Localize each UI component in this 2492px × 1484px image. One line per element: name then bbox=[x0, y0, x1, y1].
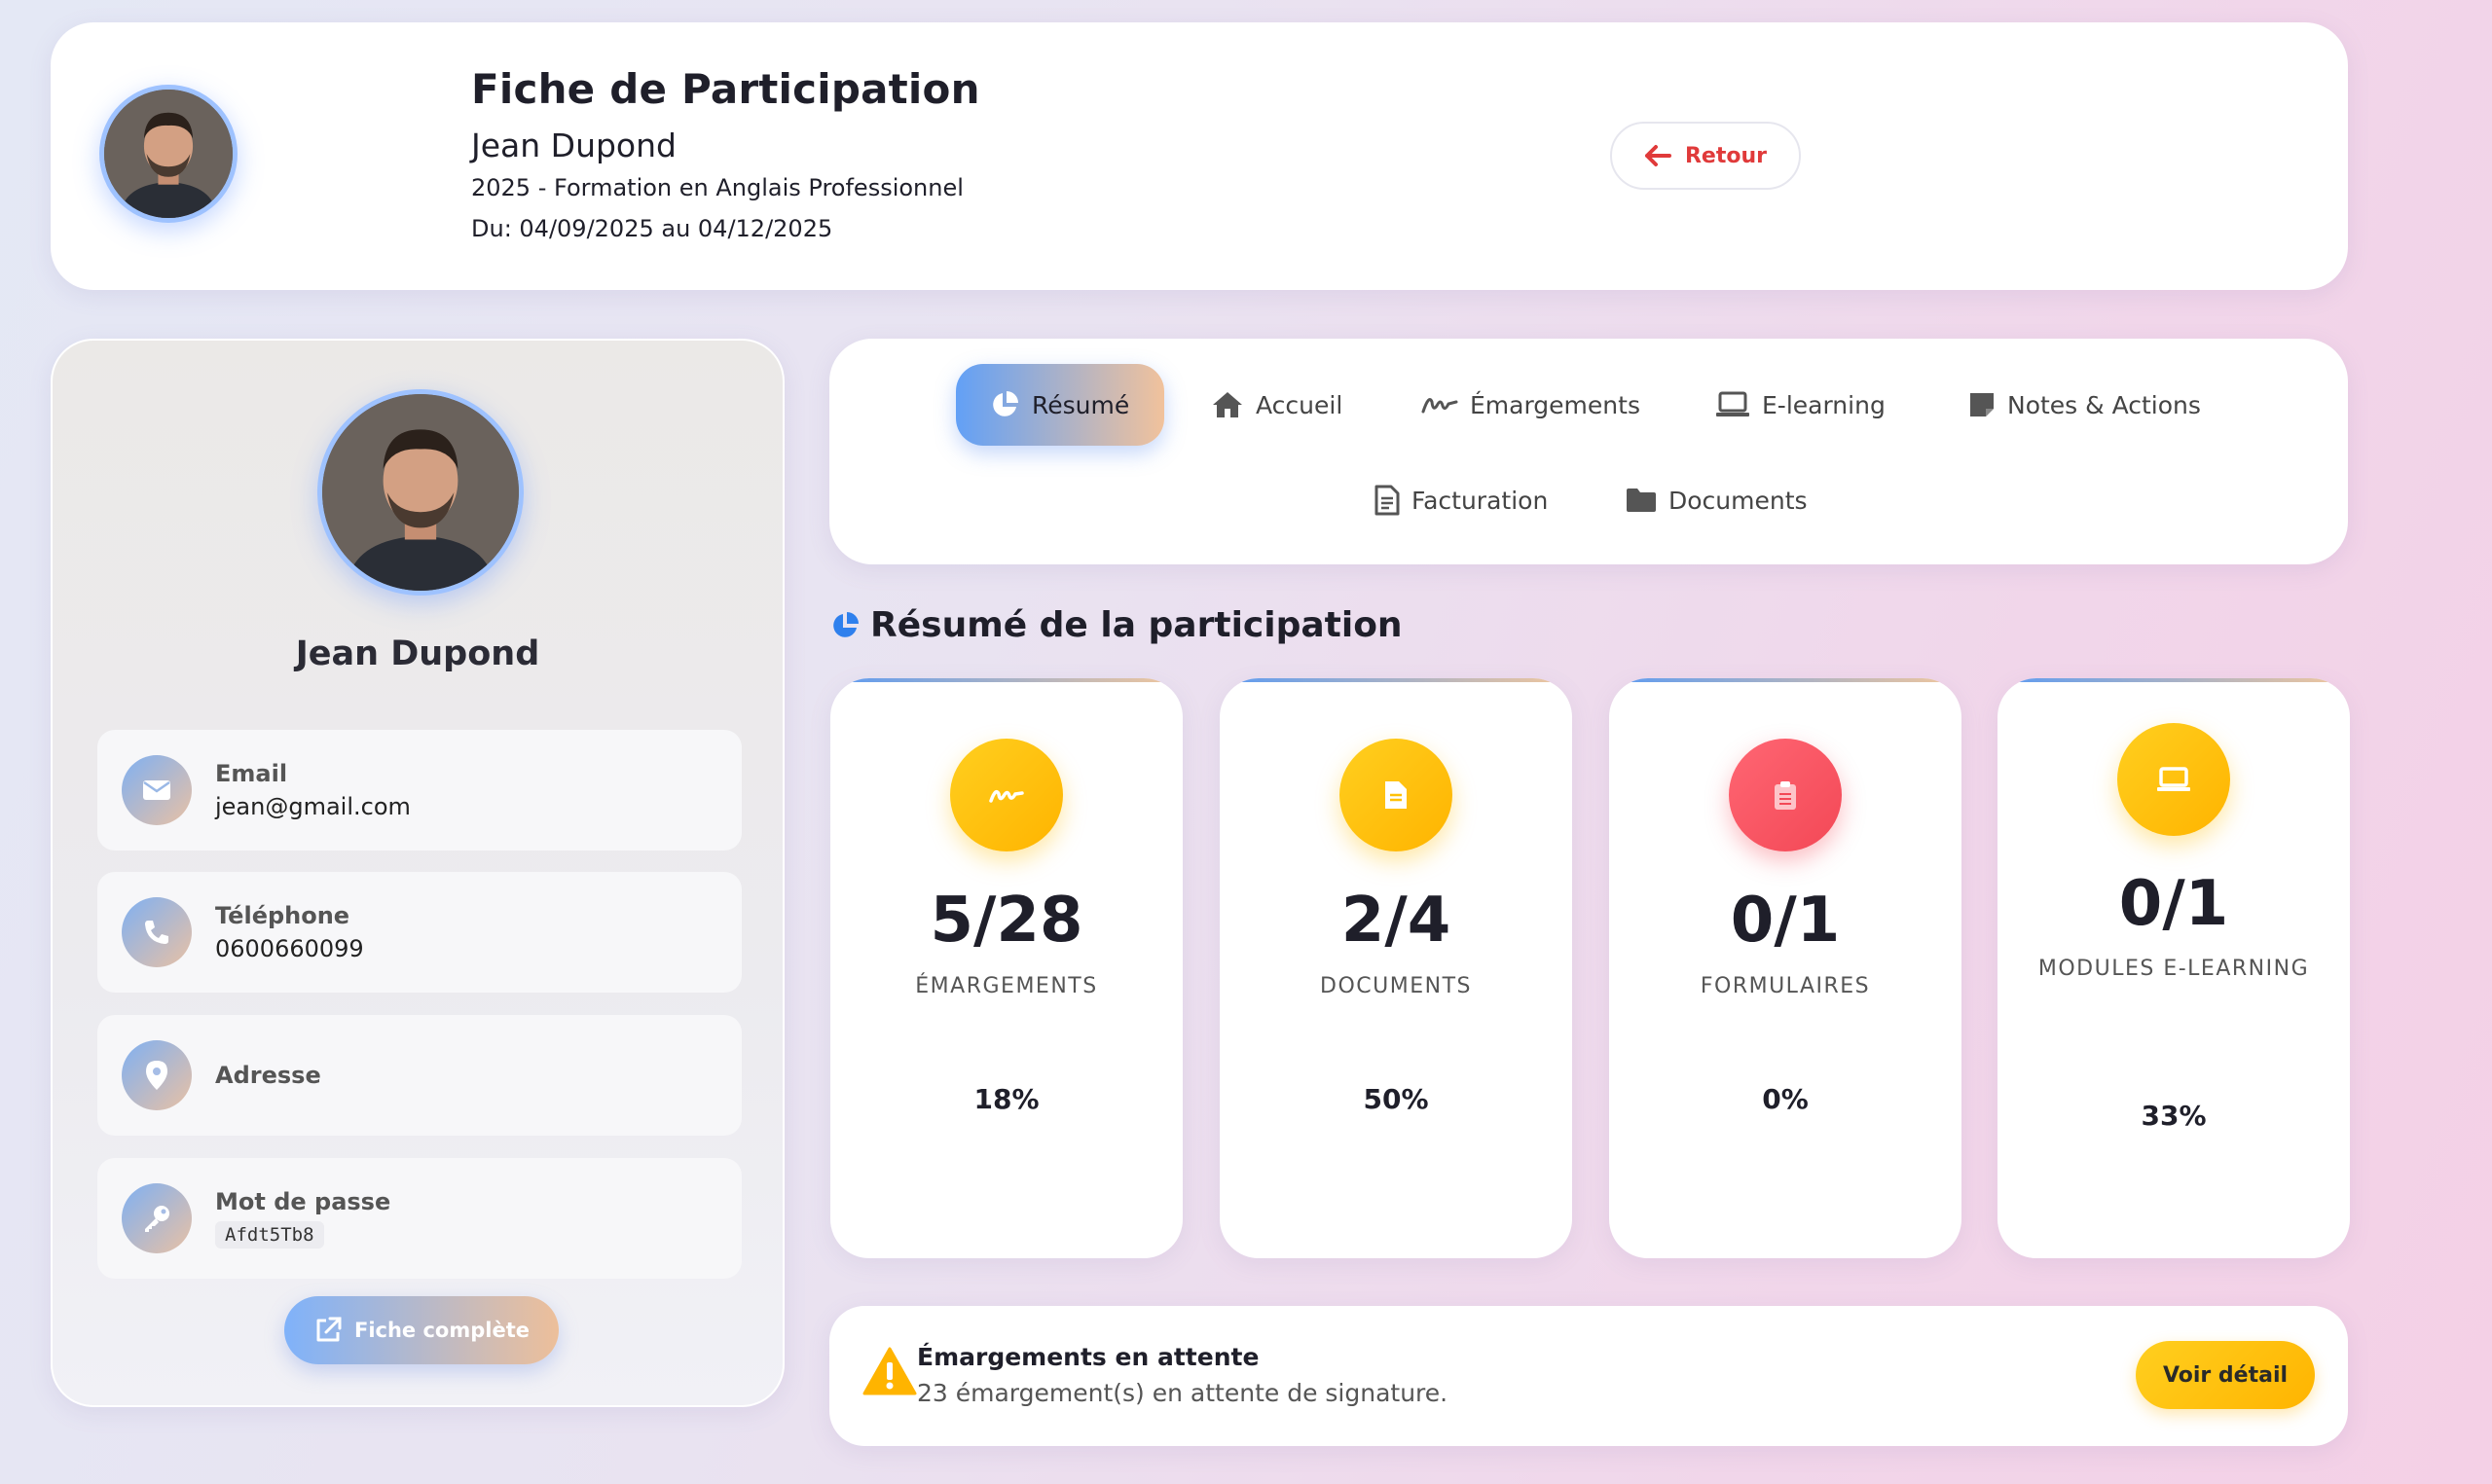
pie-chart-icon bbox=[833, 611, 859, 637]
stat-label: DOCUMENTS bbox=[1320, 974, 1472, 998]
participant-name: Jean Dupond bbox=[471, 127, 677, 164]
phone-row: Téléphone 0600660099 bbox=[97, 872, 742, 993]
phone-value: 0600660099 bbox=[215, 935, 364, 962]
training-dates: Du: 04/09/2025 au 04/12/2025 bbox=[471, 215, 833, 242]
tab-label: Documents bbox=[1668, 486, 1808, 515]
profile-name: Jean Dupond bbox=[295, 634, 540, 673]
tab-label: Émargements bbox=[1470, 390, 1640, 419]
summary-section-title: Résumé de la participation bbox=[829, 605, 1403, 645]
stat-card-formulaires: 0/1 FORMULAIRES 0% bbox=[1609, 678, 1961, 1258]
stat-value: 0/1 bbox=[2118, 868, 2229, 940]
back-button[interactable]: Retour bbox=[1610, 122, 1801, 190]
stat-label: MODULES E-LEARNING bbox=[2037, 957, 2310, 981]
password-value: Afdt5Tb8 bbox=[215, 1221, 324, 1249]
tab-accueil[interactable]: Accueil bbox=[1211, 364, 1342, 446]
stat-card-documents: 2/4 DOCUMENTS 50% bbox=[1220, 678, 1572, 1258]
signature-icon bbox=[1421, 398, 1458, 414]
training-name: 2025 - Formation en Anglais Professionne… bbox=[471, 174, 964, 201]
header-avatar bbox=[99, 85, 238, 223]
stat-value: 0/1 bbox=[1730, 885, 1841, 957]
full-profile-button[interactable]: Fiche complète bbox=[284, 1296, 559, 1364]
warning-icon bbox=[862, 1347, 917, 1395]
pie-chart-icon bbox=[993, 391, 1018, 416]
stat-percent: 33% bbox=[2141, 1100, 2207, 1132]
signature-icon bbox=[950, 739, 1063, 851]
email-row: Email jean@gmail.com bbox=[97, 730, 742, 851]
stat-percent: 0% bbox=[1762, 1083, 1809, 1115]
stat-percent: 18% bbox=[973, 1083, 1040, 1115]
tab-resume[interactable]: Résumé bbox=[956, 364, 1165, 446]
page-title: Fiche de Participation bbox=[471, 65, 980, 113]
map-pin-icon bbox=[122, 1040, 192, 1110]
tab-bar: Résumé Accueil Émargements E-learning No… bbox=[829, 339, 2348, 564]
external-link-icon bbox=[316, 1317, 342, 1342]
stat-value: 5/28 bbox=[930, 885, 1083, 957]
header-card: Fiche de Participation Jean Dupond 2025 … bbox=[51, 22, 2348, 290]
profile-card: Jean Dupond Email jean@gmail.com Télépho… bbox=[51, 339, 785, 1407]
back-button-label: Retour bbox=[1684, 143, 1767, 168]
address-row: Adresse bbox=[97, 1015, 742, 1136]
stat-card-modules-elearning: 0/1 MODULES E-LEARNING 33% bbox=[1997, 678, 2350, 1258]
address-label: Adresse bbox=[215, 1062, 321, 1089]
clipboard-icon bbox=[1729, 739, 1842, 851]
folder-icon bbox=[1627, 489, 1656, 512]
document-icon bbox=[1339, 739, 1452, 851]
alert-text: 23 émargement(s) en attente de signature… bbox=[917, 1379, 1448, 1407]
laptop-icon bbox=[1716, 391, 1749, 416]
laptop-icon bbox=[2117, 723, 2230, 836]
person-photo-icon bbox=[104, 90, 233, 218]
invoice-icon bbox=[1374, 485, 1400, 516]
view-detail-button[interactable]: Voir détail bbox=[2136, 1341, 2315, 1409]
phone-label: Téléphone bbox=[215, 902, 350, 929]
profile-avatar bbox=[317, 389, 524, 596]
home-icon bbox=[1213, 392, 1242, 417]
tab-label: E-learning bbox=[1762, 390, 1886, 419]
stat-label: ÉMARGEMENTS bbox=[915, 974, 1098, 998]
note-icon bbox=[1970, 393, 1994, 416]
full-profile-label: Fiche complète bbox=[353, 1319, 530, 1342]
person-photo-icon bbox=[322, 394, 519, 591]
email-value: jean@gmail.com bbox=[215, 793, 411, 820]
stat-percent: 50% bbox=[1363, 1083, 1429, 1115]
tab-label: Accueil bbox=[1256, 390, 1343, 419]
tab-label: Résumé bbox=[1032, 390, 1130, 419]
password-label: Mot de passe bbox=[215, 1188, 391, 1215]
tab-notes-actions[interactable]: Notes & Actions bbox=[1968, 364, 2201, 446]
tab-elearning[interactable]: E-learning bbox=[1715, 364, 1886, 446]
stat-label: FORMULAIRES bbox=[1700, 974, 1871, 998]
stat-card-emargements: 5/28 ÉMARGEMENTS 18% bbox=[830, 678, 1183, 1258]
summary-title: Résumé de la participation bbox=[870, 605, 1403, 645]
alert-title: Émargements en attente bbox=[917, 1343, 1260, 1371]
key-icon bbox=[122, 1183, 192, 1253]
tab-label: Notes & Actions bbox=[2007, 390, 2201, 419]
password-row: Mot de passe Afdt5Tb8 bbox=[97, 1158, 742, 1279]
pending-signatures-alert: Émargements en attente 23 émargement(s) … bbox=[829, 1306, 2348, 1446]
stat-value: 2/4 bbox=[1340, 885, 1451, 957]
tab-facturation[interactable]: Facturation bbox=[1374, 459, 1548, 541]
email-label: Email bbox=[215, 760, 288, 787]
arrow-left-icon bbox=[1644, 145, 1671, 166]
phone-icon bbox=[122, 897, 192, 967]
envelope-icon bbox=[122, 755, 192, 825]
tab-documents[interactable]: Documents bbox=[1626, 459, 1808, 541]
tab-label: Facturation bbox=[1411, 486, 1549, 515]
tab-emargements[interactable]: Émargements bbox=[1421, 364, 1640, 446]
